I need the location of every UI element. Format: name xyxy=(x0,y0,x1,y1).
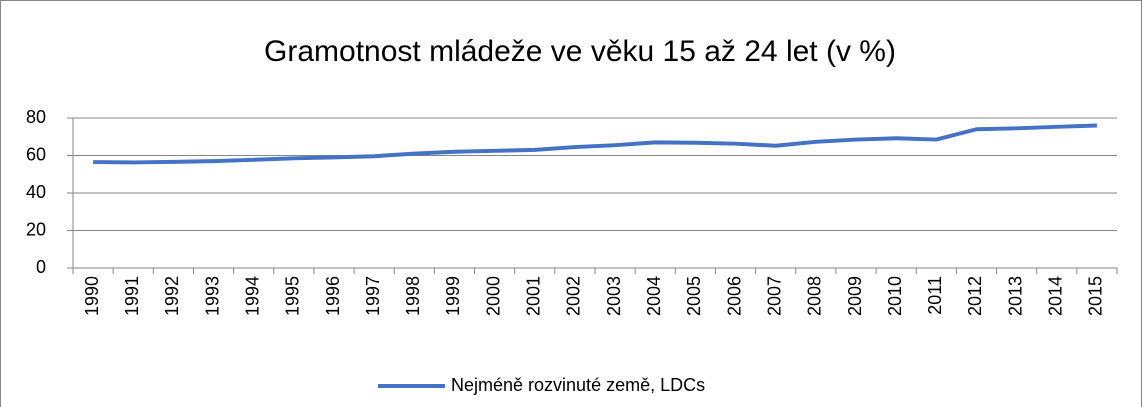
x-tick-label: 2015 xyxy=(1086,276,1106,316)
x-tick-label: 2005 xyxy=(684,276,704,316)
x-tick-label: 1999 xyxy=(443,276,463,316)
x-tick-label: 2013 xyxy=(1005,276,1025,316)
y-tick-label: 20 xyxy=(26,219,46,239)
x-tick-label: 2000 xyxy=(483,276,503,316)
x-tick-label: 2012 xyxy=(965,276,985,316)
x-tick-label: 1996 xyxy=(323,276,343,316)
x-tick-label: 2006 xyxy=(724,276,744,316)
x-tick-label: 1993 xyxy=(202,276,222,316)
x-tick-label: 2010 xyxy=(885,276,905,316)
x-tick-label: 2007 xyxy=(764,276,784,316)
x-tick-label: 1992 xyxy=(162,276,182,316)
x-tick-label: 1997 xyxy=(363,276,383,316)
x-tick-label: 2004 xyxy=(644,276,664,316)
chart-title: Gramotnost mládeže ve věku 15 až 24 let … xyxy=(264,35,896,68)
x-tick-label: 2014 xyxy=(1046,276,1066,316)
y-tick-label: 0 xyxy=(36,257,46,277)
x-tick-label: 2001 xyxy=(524,276,544,316)
series-line xyxy=(93,123,1097,165)
x-tick-label: 2008 xyxy=(805,276,825,316)
legend-label: Nejméně rozvinuté země, LDCs xyxy=(451,375,705,395)
x-tick-label: 2011 xyxy=(925,276,945,315)
x-tick-label: 1990 xyxy=(82,276,102,316)
x-tick-label: 1994 xyxy=(242,276,262,316)
y-tick-label: 40 xyxy=(26,182,46,202)
x-tick-label: 2002 xyxy=(564,276,584,316)
x-tick-label: 2003 xyxy=(604,276,624,316)
x-tick-label: 1995 xyxy=(283,276,303,316)
y-tick-label: 80 xyxy=(26,107,46,127)
x-tick-label: 1998 xyxy=(403,276,423,316)
x-tick-label: 2009 xyxy=(845,276,865,316)
x-tick-label: 1991 xyxy=(122,276,142,316)
y-tick-label: 60 xyxy=(26,144,46,164)
